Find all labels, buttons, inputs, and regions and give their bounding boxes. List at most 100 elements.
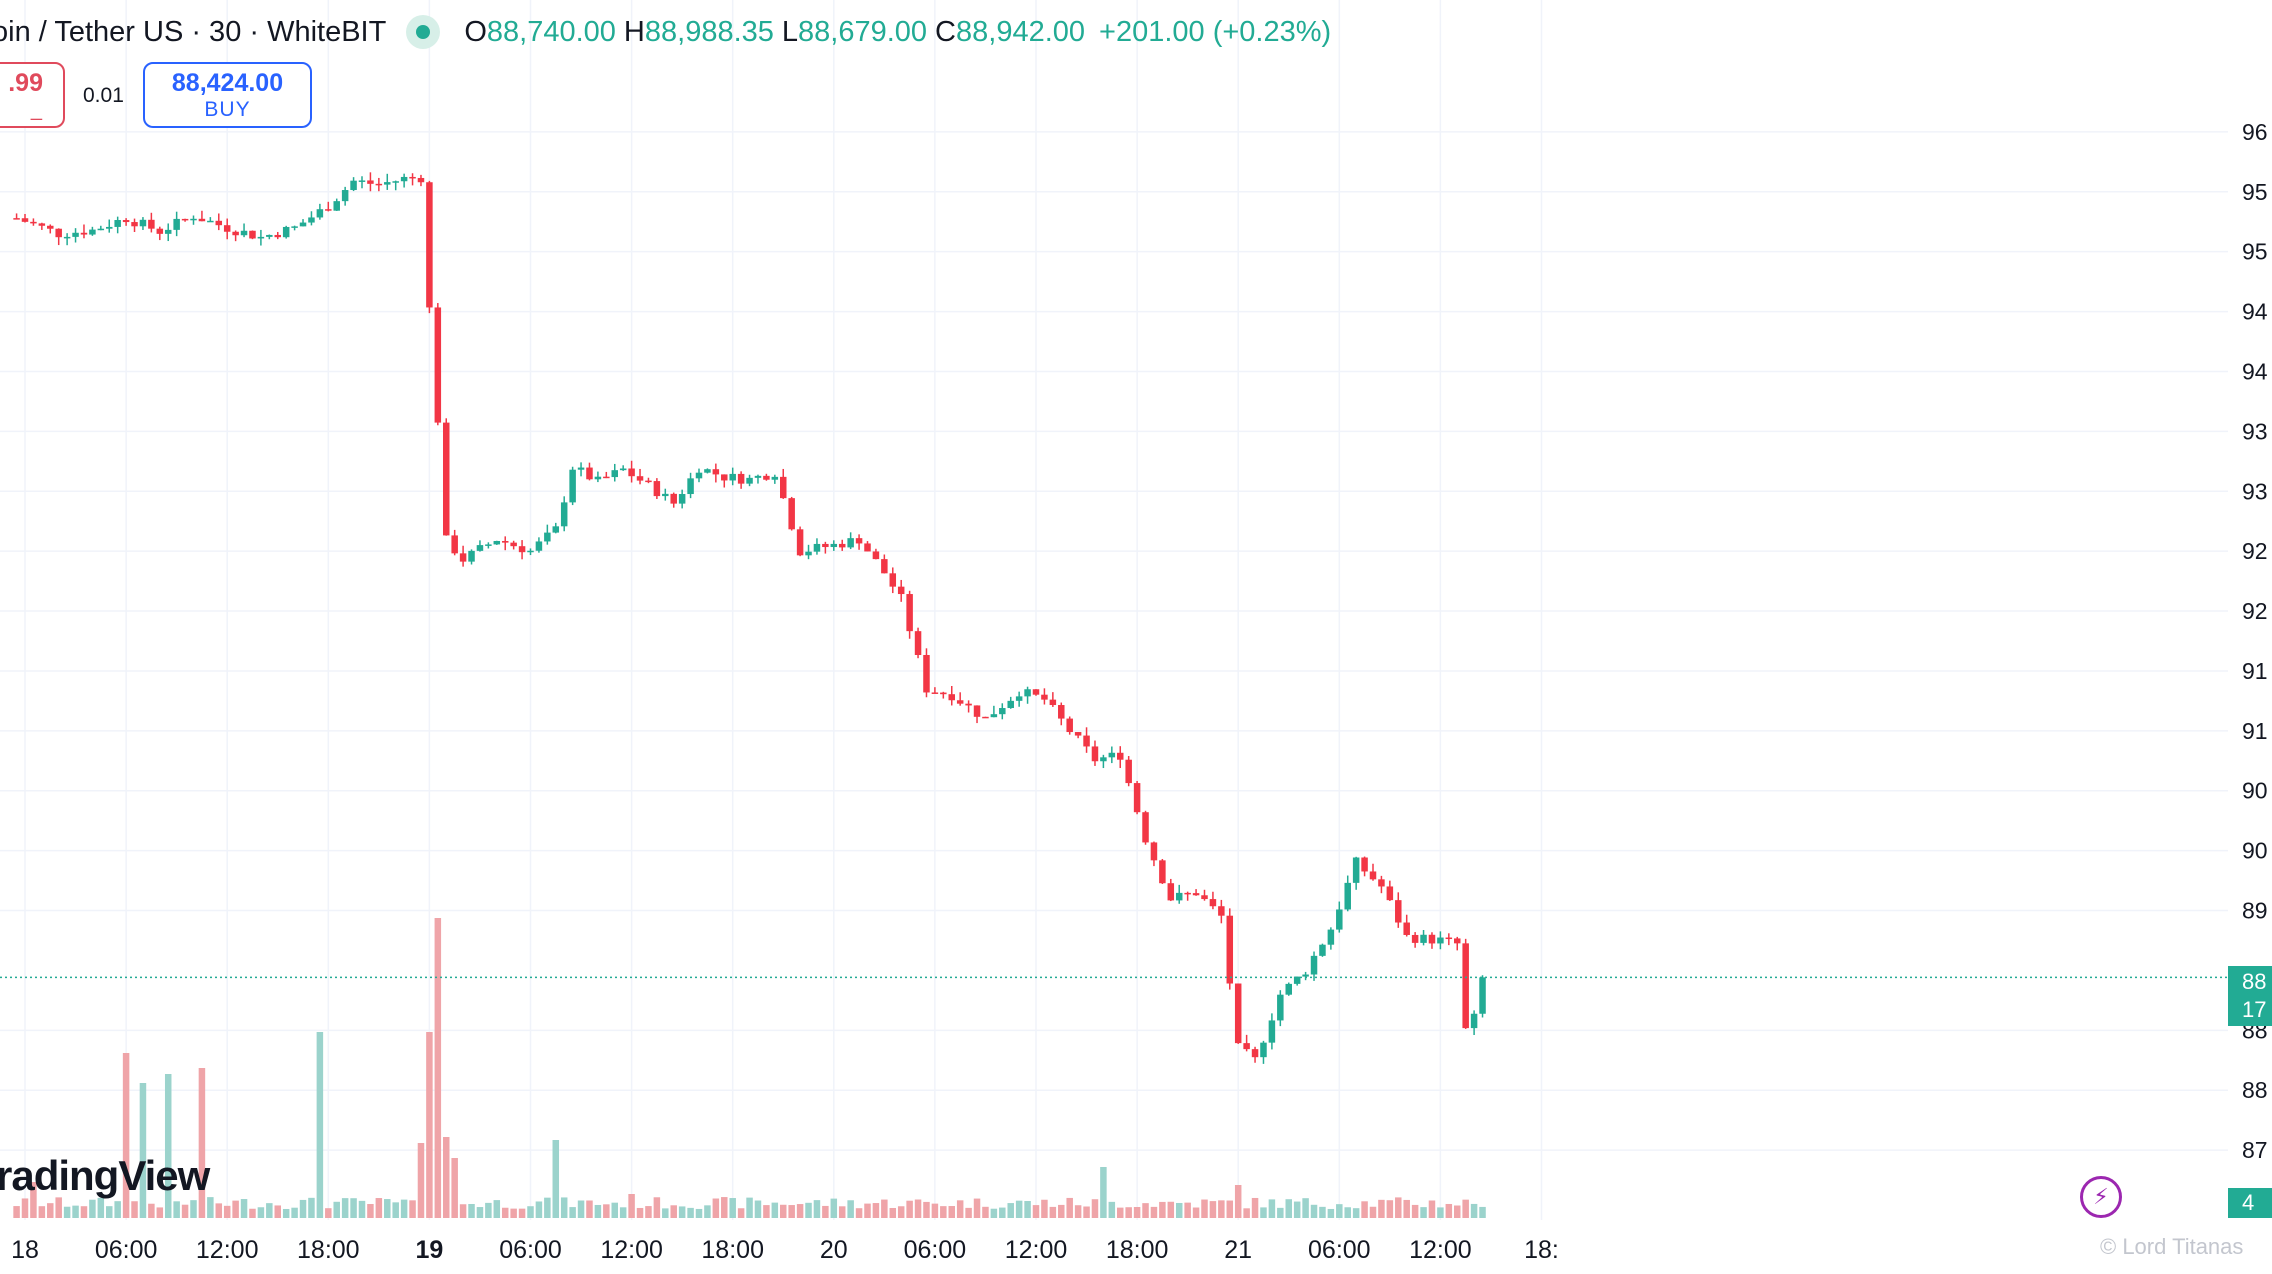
time-axis[interactable]: 18 06:00 12:00 18:00 19 06:00 12:00 18:00 20 06:0… xyxy=(11,1236,1559,1264)
volume-bar xyxy=(1479,1206,1486,1218)
volume-bar xyxy=(21,1198,29,1218)
volume-bar xyxy=(569,1207,576,1218)
volume-bar xyxy=(459,1204,467,1218)
buy-label: BUY xyxy=(204,98,251,121)
candle-body xyxy=(1437,937,1444,944)
candle-body xyxy=(1411,934,1419,943)
volume-bar xyxy=(527,1206,534,1218)
candle-body xyxy=(822,543,829,548)
candle-body xyxy=(729,473,736,481)
candle-body xyxy=(670,493,677,504)
volume-bar xyxy=(1226,1200,1234,1218)
candle-body xyxy=(1218,906,1225,916)
candle-body xyxy=(316,209,324,218)
volume-bar xyxy=(299,1199,307,1218)
volume-bar xyxy=(30,1182,37,1218)
price-tick-label: 89 xyxy=(2242,898,2268,924)
volume-bar xyxy=(358,1200,366,1218)
volume-bar xyxy=(1293,1201,1301,1218)
candle-body xyxy=(190,218,197,221)
lightning-icon[interactable]: ⚡︎ xyxy=(2080,1176,2122,1218)
buy-button[interactable]: 88,424.00 BUY xyxy=(143,62,312,128)
volume-bar xyxy=(1041,1199,1048,1218)
candle-body xyxy=(999,708,1006,715)
volume-bar xyxy=(434,918,442,1218)
symbol-title[interactable]: oin / Tether US · 30 · WhiteBIT xyxy=(0,16,387,48)
candle-body xyxy=(594,476,602,480)
volume-bar xyxy=(1445,1203,1453,1218)
candle-body xyxy=(1462,943,1469,1029)
candle-body xyxy=(299,222,307,227)
volume-bar xyxy=(510,1208,517,1218)
volume-bar xyxy=(1218,1200,1225,1218)
candle-body xyxy=(704,469,711,473)
candles xyxy=(13,172,1486,1064)
volume-bar xyxy=(1234,1185,1242,1218)
volume-bar xyxy=(670,1205,677,1218)
candle-body xyxy=(628,468,635,477)
candle-body xyxy=(645,480,652,483)
price-tick-label: 93 xyxy=(2242,478,2268,504)
candle-body xyxy=(1058,705,1065,719)
candle-body xyxy=(63,236,71,239)
time-tick-label: 21 xyxy=(1224,1236,1252,1264)
volume-bar xyxy=(1142,1203,1149,1218)
volume-bar xyxy=(990,1208,998,1218)
volume-bar xyxy=(13,1206,20,1218)
volume-bar xyxy=(164,1074,172,1218)
tradingview-logo[interactable]: radingView xyxy=(0,1152,210,1199)
candle-body xyxy=(1032,689,1040,695)
volume-bar xyxy=(207,1197,214,1218)
volume-bar xyxy=(678,1206,686,1218)
candle-body xyxy=(240,230,248,236)
volume-bar xyxy=(190,1200,197,1218)
volume-bar xyxy=(619,1207,627,1218)
volume-bar xyxy=(215,1203,223,1218)
volume-bar xyxy=(847,1200,854,1218)
time-tick-label: 18 xyxy=(11,1236,39,1264)
market-status-icon[interactable] xyxy=(406,15,441,49)
candle-body xyxy=(982,716,989,719)
volume-bar xyxy=(1327,1208,1335,1218)
sell-button[interactable]: .99 _ xyxy=(0,62,65,128)
volume-bar xyxy=(982,1206,989,1218)
volume-bar xyxy=(889,1207,897,1218)
candle-body xyxy=(695,472,703,479)
candle-body xyxy=(1310,955,1318,975)
volume-bar xyxy=(1049,1206,1057,1218)
candle-body xyxy=(510,542,517,547)
volume-bar xyxy=(232,1200,239,1218)
price-axis[interactable]: 96 95 95 94 94 93 93 92 92 91 91 90 90 89 88 88 87 xyxy=(2242,119,2268,1163)
candle-body xyxy=(1133,783,1141,813)
candle-body xyxy=(72,232,79,237)
candle-body xyxy=(1175,892,1183,901)
volume-bar xyxy=(1268,1199,1276,1218)
candle-body xyxy=(923,654,930,693)
volume-bar xyxy=(838,1206,846,1218)
candle-body xyxy=(131,222,138,227)
volume-bar xyxy=(156,1207,164,1218)
candle-body xyxy=(1302,974,1309,977)
volume-bar xyxy=(80,1206,88,1218)
candle-body xyxy=(544,532,551,542)
candle-body xyxy=(173,218,180,230)
candle-body xyxy=(409,176,416,179)
candle-body xyxy=(1142,812,1149,843)
time-tick-label: 06:00 xyxy=(95,1236,158,1264)
volume-bar xyxy=(367,1204,374,1218)
volume-bar xyxy=(594,1204,602,1218)
candle-body xyxy=(813,543,821,552)
volume-bar xyxy=(1470,1203,1478,1218)
volume-bar xyxy=(1462,1199,1469,1218)
candle-body xyxy=(1125,759,1132,784)
candle-body xyxy=(47,225,54,229)
candle-body xyxy=(855,538,863,544)
candle-body xyxy=(577,467,585,470)
candle-body xyxy=(493,540,501,545)
time-tick-label: 18:00 xyxy=(297,1236,360,1264)
candle-body xyxy=(30,221,37,224)
volume-bar xyxy=(518,1208,526,1218)
candle-body xyxy=(215,220,223,226)
